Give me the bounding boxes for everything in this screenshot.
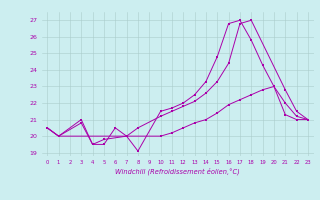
X-axis label: Windchill (Refroidissement éolien,°C): Windchill (Refroidissement éolien,°C) [115,168,240,175]
